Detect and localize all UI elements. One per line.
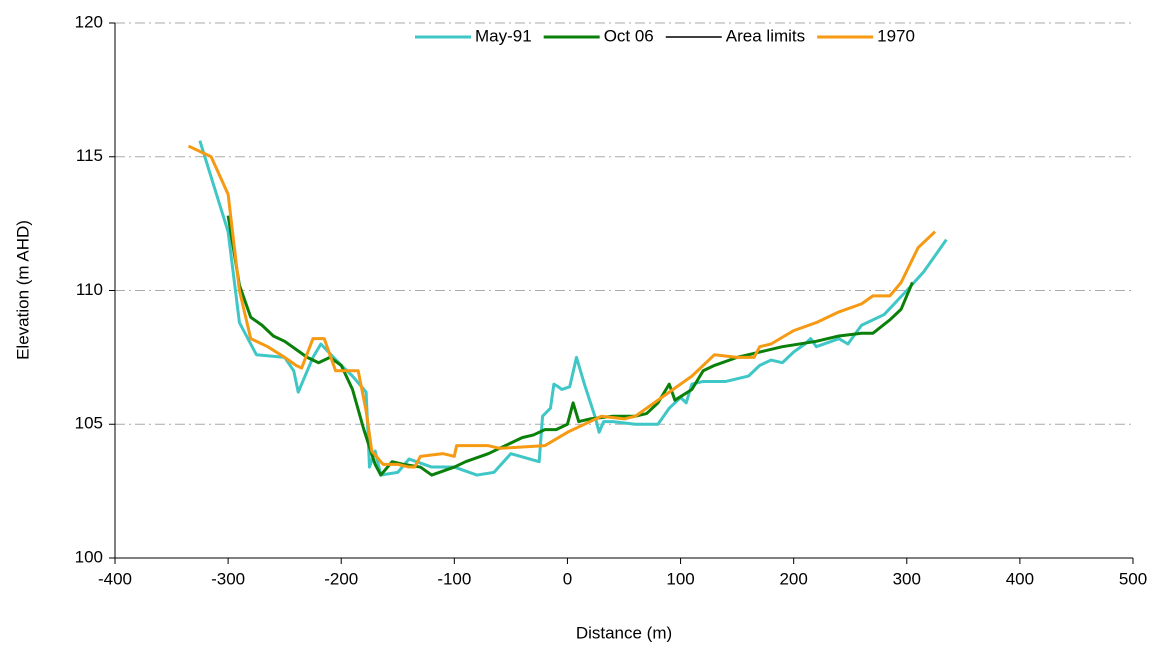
legend-label: 1970 [877, 26, 915, 45]
series-line [226, 215, 914, 477]
x-axis-label: Distance (m) [576, 623, 672, 642]
series-line [198, 140, 948, 477]
x-tick-label: 300 [893, 569, 921, 588]
y-tick-label: 110 [76, 280, 103, 299]
y-tick-label: 115 [76, 146, 103, 165]
y-tick-label: 105 [75, 414, 103, 433]
x-tick-label: 400 [1006, 569, 1034, 588]
legend-label: Oct 06 [604, 26, 654, 45]
y-tick-label: 120 [75, 12, 103, 31]
y-axis-label: Elevation (m AHD) [13, 220, 32, 360]
x-tick-label: 100 [666, 569, 694, 588]
legend-label: May-91 [475, 26, 532, 45]
x-tick-label: -200 [324, 569, 358, 588]
y-tick-label: 100 [75, 547, 103, 566]
x-tick-label: 0 [563, 569, 572, 588]
x-tick-label: -300 [211, 569, 245, 588]
x-tick-label: -100 [437, 569, 471, 588]
x-tick-label: -400 [98, 569, 132, 588]
legend-label: Area limits [726, 26, 805, 45]
x-tick-label: 200 [779, 569, 807, 588]
series-line [187, 144, 937, 469]
x-tick-label: 500 [1119, 569, 1147, 588]
